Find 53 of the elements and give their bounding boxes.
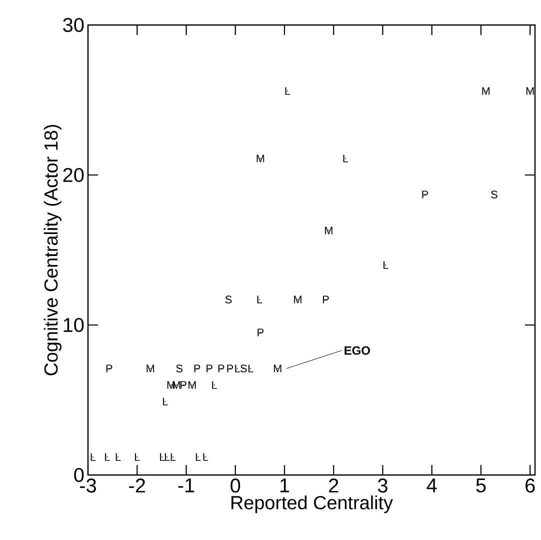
text: S	[225, 296, 232, 304]
text: P	[106, 364, 112, 372]
text: L	[285, 87, 290, 95]
text: P	[206, 364, 212, 372]
text: M	[274, 364, 282, 372]
x-tick-label: 1	[280, 478, 290, 492]
text: L	[343, 154, 348, 162]
text: L	[235, 364, 240, 372]
x-tick-label: 2	[329, 478, 338, 492]
text: M	[526, 87, 534, 95]
text: M	[482, 87, 490, 95]
text: L	[116, 453, 121, 461]
text: S	[240, 364, 247, 372]
text: L	[170, 453, 176, 461]
text: P	[422, 190, 428, 198]
text: L	[164, 453, 170, 461]
annotation: EGO	[344, 346, 370, 355]
x-tick-label: 5	[476, 478, 486, 492]
text: P	[180, 381, 186, 389]
x-tick-label: -2	[129, 478, 145, 492]
text: M	[188, 381, 196, 389]
series-label: P	[258, 328, 264, 336]
text: L	[257, 296, 262, 304]
text: L	[203, 453, 208, 461]
text: L	[160, 453, 165, 461]
text: M	[325, 226, 332, 234]
text: M	[146, 364, 154, 372]
text: L	[162, 398, 168, 406]
series-label: S	[491, 190, 498, 198]
text: L	[196, 453, 201, 461]
text: P	[194, 364, 200, 372]
text: S	[176, 364, 183, 372]
x-axis-title: Reported Centrality	[232, 495, 393, 514]
y-tick-label: 20	[63, 168, 84, 182]
y-axis-title: Cognitive Centrality (Actor 18)	[44, 124, 62, 376]
series-label: L	[248, 364, 254, 372]
text: P	[322, 296, 329, 304]
text: M	[256, 154, 264, 162]
x-tick-label: 3	[378, 478, 388, 493]
y-tick-label: 30	[63, 18, 84, 32]
x-tick-label: 0	[230, 478, 240, 493]
x-tick-label: 4	[426, 478, 437, 492]
text: M	[294, 296, 302, 304]
text: L	[105, 453, 110, 461]
text: L	[384, 261, 388, 269]
text: P	[227, 364, 234, 372]
text: L	[90, 453, 96, 461]
x-tick-label: 6	[526, 478, 535, 493]
text: L	[212, 381, 217, 389]
x-tick-label: -1	[178, 478, 194, 492]
y-tick-label: 10	[64, 318, 84, 332]
text: L	[134, 453, 140, 461]
text: P	[218, 364, 224, 372]
